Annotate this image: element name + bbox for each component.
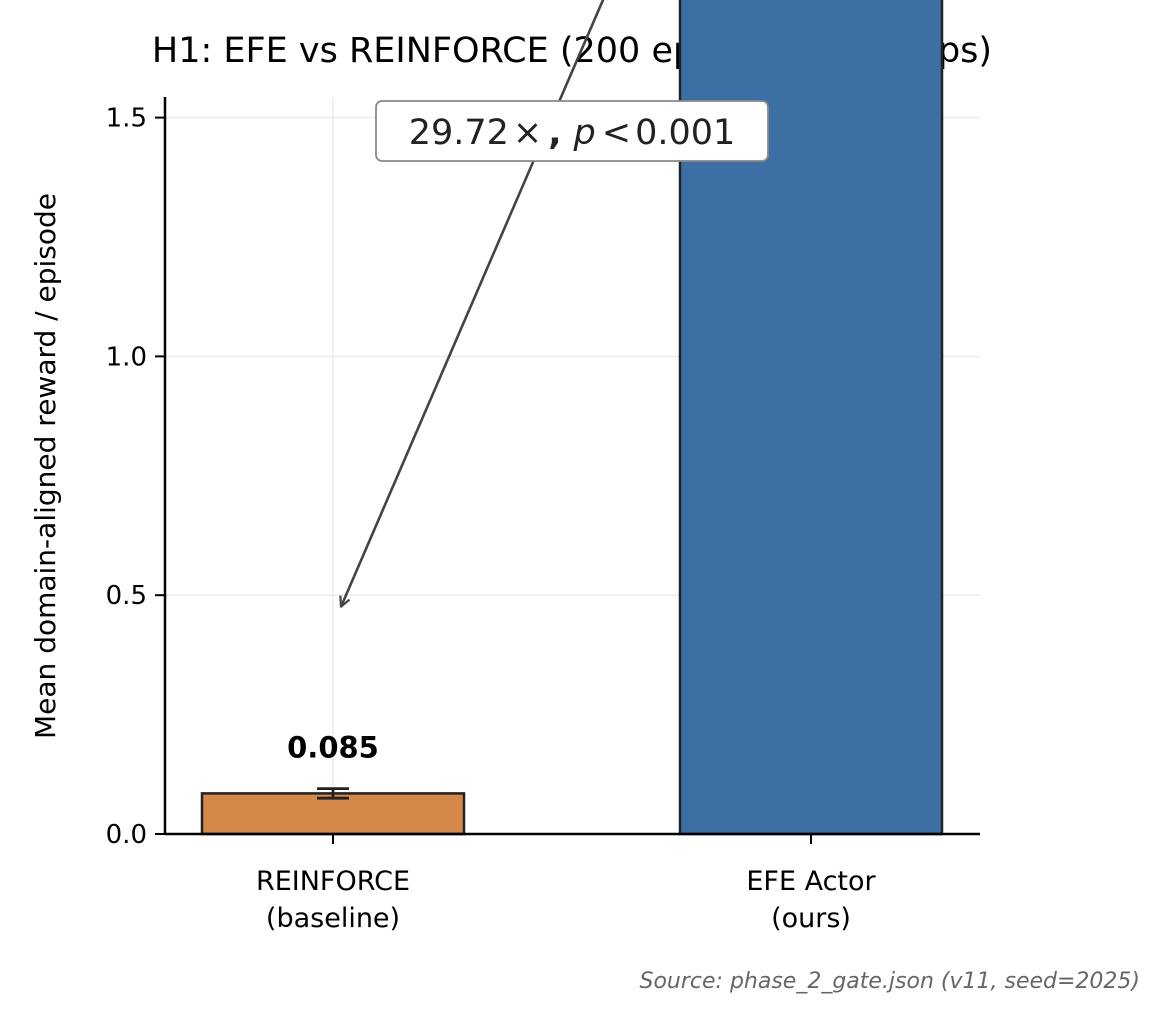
annotation-lt: < <box>602 113 631 153</box>
axes <box>155 97 980 844</box>
y-tick-label: 0.0 <box>106 820 147 850</box>
tick-labels: 0.00.51.01.52.02.53.0 <box>106 104 147 850</box>
annotation-p: p <box>573 113 596 153</box>
annotation-comma: , <box>548 113 561 153</box>
x-tick-label: EFE Actor <box>746 866 876 897</box>
y-tick-label: 0.5 <box>106 581 147 611</box>
annotation-ratio: 29.72 <box>409 113 509 153</box>
category-labels: REINFORCE (baseline) EFE Actor (ours) <box>256 866 877 934</box>
annotation-box <box>375 100 769 162</box>
source-note: Source: phase_2_gate.json (v11, seed=202… <box>640 969 1141 994</box>
value-label: 0.085 <box>287 731 379 765</box>
y-tick-label: 1.5 <box>106 104 147 134</box>
y-tick-label: 1.0 <box>106 342 147 372</box>
ratio-arrow <box>341 0 805 607</box>
annotation-times: × <box>513 113 542 153</box>
x-tick-label: (ours) <box>771 903 851 934</box>
x-tick-label: (baseline) <box>266 903 400 934</box>
x-tick-label: REINFORCE <box>256 866 410 897</box>
annotation-text: 29.72 ×, p <0.001 <box>409 113 736 153</box>
annotation-pval: 0.001 <box>635 113 735 153</box>
error-bars <box>317 787 349 800</box>
y-axis-label: Mean domain-aligned reward / episode <box>29 193 62 739</box>
